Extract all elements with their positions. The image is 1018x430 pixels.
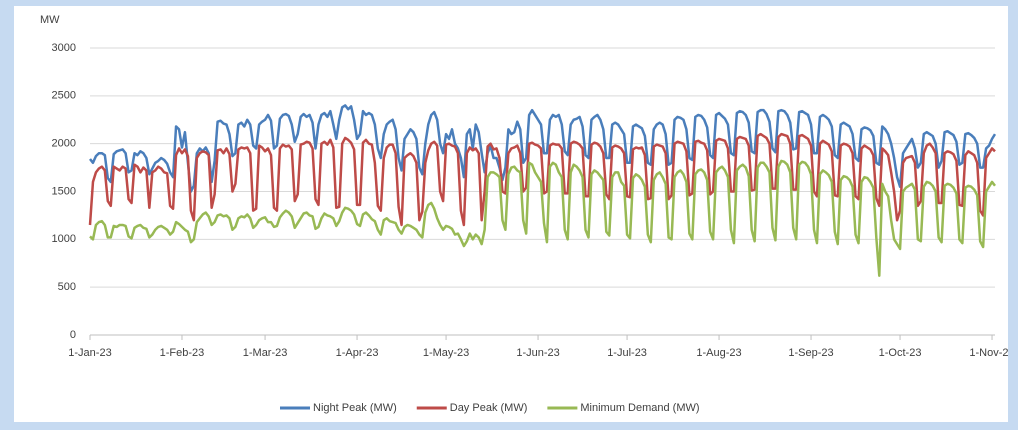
legend-label: Minimum Demand (MW) (580, 402, 699, 414)
series-line (89, 104, 997, 193)
x-tick-label: 1-Mar-23 (243, 347, 288, 359)
legend-label: Day Peak (MW) (450, 402, 528, 414)
legend: Night Peak (MW) Day Peak (MW) Minimum Dema… (280, 402, 700, 414)
x-tick-label: 1-Jan-23 (68, 347, 111, 359)
y-tick-label: 1500 (52, 185, 76, 197)
x-tick-label: 1-Aug-23 (696, 347, 741, 359)
chart: MW 0 500 1000 1500 2000 2500 3000 1-Jan-23 1-Feb… (40, 14, 1008, 414)
x-tick-label: 1-Jun-23 (516, 347, 559, 359)
legend-label: Night Peak (MW) (313, 402, 397, 414)
y-tick-label: 2500 (52, 90, 76, 102)
y-tick-label: 0 (70, 329, 76, 341)
series-line (89, 159, 996, 277)
x-tick-label: 1-May-23 (423, 347, 469, 359)
y-tick-label: 2000 (52, 138, 76, 150)
x-tick-label: 1-Jul-23 (607, 347, 647, 359)
y-axis-label: MW (40, 14, 60, 26)
chart-area: MW 0 500 1000 1500 2000 2500 3000 1-Jan-23 1-Feb… (14, 6, 1008, 422)
series-line (88, 132, 996, 227)
y-tick-label: 500 (58, 281, 76, 293)
x-tick-label: 1-Feb-23 (160, 347, 205, 359)
y-tick-label: 3000 (52, 42, 76, 54)
x-tick-label: 1-Nov-23 (969, 347, 1008, 359)
y-tick-label: 1000 (52, 233, 76, 245)
x-tick-label: 1-Sep-23 (788, 347, 833, 359)
x-tick-label: 1-Apr-23 (336, 347, 379, 359)
x-tick-label: 1-Oct-23 (879, 347, 922, 359)
